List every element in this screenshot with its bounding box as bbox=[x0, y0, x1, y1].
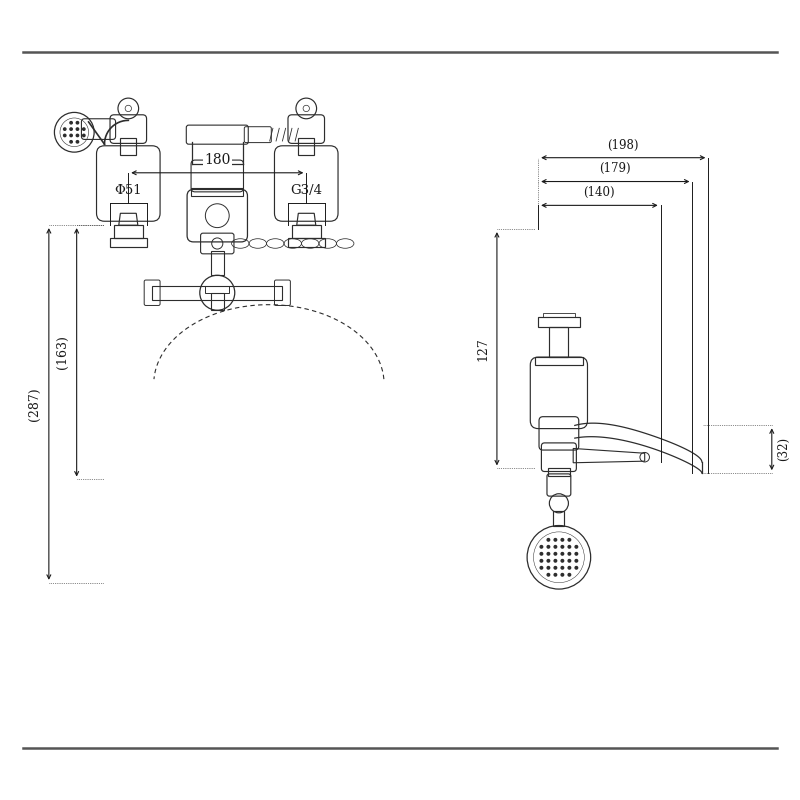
Bar bbox=[110, 238, 146, 247]
Bar bbox=[114, 226, 142, 238]
Circle shape bbox=[70, 122, 72, 124]
Circle shape bbox=[568, 546, 570, 548]
Circle shape bbox=[547, 559, 550, 562]
Bar bbox=[543, 313, 574, 318]
Bar bbox=[298, 138, 314, 155]
Circle shape bbox=[540, 546, 542, 548]
Circle shape bbox=[575, 559, 578, 562]
Bar bbox=[554, 511, 565, 526]
Bar bbox=[211, 251, 224, 275]
Bar bbox=[206, 286, 229, 293]
Circle shape bbox=[70, 141, 72, 143]
Circle shape bbox=[540, 566, 542, 569]
Circle shape bbox=[575, 546, 578, 548]
Circle shape bbox=[561, 566, 564, 569]
Circle shape bbox=[568, 574, 570, 576]
Text: (140): (140) bbox=[583, 186, 615, 199]
Bar bbox=[550, 327, 569, 357]
Bar bbox=[292, 226, 321, 238]
Circle shape bbox=[554, 553, 557, 555]
Circle shape bbox=[540, 553, 542, 555]
Circle shape bbox=[540, 559, 542, 562]
Circle shape bbox=[547, 566, 550, 569]
Circle shape bbox=[76, 134, 78, 137]
Circle shape bbox=[70, 134, 72, 137]
Circle shape bbox=[554, 546, 557, 548]
Circle shape bbox=[561, 546, 564, 548]
Text: 180: 180 bbox=[204, 153, 230, 167]
Bar bbox=[152, 286, 282, 300]
Circle shape bbox=[554, 566, 557, 569]
Circle shape bbox=[76, 122, 78, 124]
Text: Φ51: Φ51 bbox=[114, 184, 142, 197]
Text: (163): (163) bbox=[56, 335, 69, 370]
Circle shape bbox=[63, 134, 66, 137]
Circle shape bbox=[561, 538, 564, 541]
Text: 127: 127 bbox=[477, 337, 490, 361]
Text: G3/4: G3/4 bbox=[290, 184, 322, 197]
Circle shape bbox=[568, 538, 570, 541]
Circle shape bbox=[63, 128, 66, 130]
Text: (32): (32) bbox=[778, 437, 790, 462]
Circle shape bbox=[561, 559, 564, 562]
Circle shape bbox=[547, 546, 550, 548]
Circle shape bbox=[568, 559, 570, 562]
Bar bbox=[288, 238, 325, 247]
Circle shape bbox=[568, 566, 570, 569]
Circle shape bbox=[554, 538, 557, 541]
Circle shape bbox=[76, 141, 78, 143]
Circle shape bbox=[561, 553, 564, 555]
Circle shape bbox=[547, 574, 550, 576]
Circle shape bbox=[575, 553, 578, 555]
Circle shape bbox=[575, 566, 578, 569]
Circle shape bbox=[568, 553, 570, 555]
Circle shape bbox=[554, 574, 557, 576]
Circle shape bbox=[561, 574, 564, 576]
Bar bbox=[538, 318, 579, 327]
Bar bbox=[120, 138, 136, 155]
Circle shape bbox=[82, 134, 85, 137]
Bar bbox=[548, 468, 570, 476]
Circle shape bbox=[554, 559, 557, 562]
Text: (287): (287) bbox=[28, 387, 41, 421]
Text: (198): (198) bbox=[607, 138, 639, 151]
Circle shape bbox=[547, 553, 550, 555]
Bar bbox=[535, 357, 582, 365]
Circle shape bbox=[70, 128, 72, 130]
Circle shape bbox=[82, 128, 85, 130]
Text: (179): (179) bbox=[599, 162, 631, 175]
Bar bbox=[211, 293, 224, 310]
Circle shape bbox=[547, 538, 550, 541]
Bar bbox=[191, 188, 243, 196]
Circle shape bbox=[76, 128, 78, 130]
